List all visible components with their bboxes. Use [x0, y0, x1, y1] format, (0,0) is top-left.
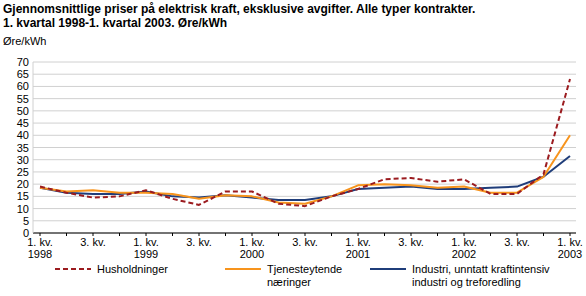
legend-label-line: Husholdninger	[97, 263, 168, 275]
grid-line	[33, 208, 576, 209]
y-tick-label: 55	[17, 93, 29, 105]
legend-swatch	[370, 268, 406, 270]
legend-label-line: industri og treforedling	[412, 276, 521, 288]
x-tick	[384, 233, 385, 236]
grid-line	[33, 86, 576, 87]
x-tick-label-line: 1. kv.	[345, 236, 370, 248]
x-tick	[225, 233, 226, 236]
x-tick-label-line: 1. kv.	[239, 236, 264, 248]
title: Gjennomsnittlige priser på elektrisk kra…	[3, 2, 475, 16]
grid-line	[33, 147, 576, 148]
y-tick-label: 35	[17, 142, 29, 154]
x-tick-label-line: 1999	[134, 248, 158, 260]
x-tick-label-line: 3. kv.	[80, 236, 105, 248]
x-tick	[278, 233, 279, 236]
legend-label-line: Tjenesteytende	[267, 263, 342, 275]
x-tick-label-line: 1. kv.	[133, 236, 158, 248]
x-tick-label: 3. kv.	[80, 236, 105, 248]
x-tick	[437, 233, 438, 236]
x-tick-label-line: 2003	[558, 248, 582, 260]
grid-line	[33, 123, 576, 124]
x-tick-label: 1. kv.2001	[345, 236, 370, 260]
x-tick-label: 1. kv.2003	[557, 236, 582, 260]
grid-line	[33, 74, 576, 75]
x-tick	[490, 233, 491, 236]
x-tick-label: 3. kv.	[398, 236, 423, 248]
x-tick-label-line: 2000	[240, 248, 264, 260]
y-tick-label: 10	[17, 203, 29, 215]
y-tick-label: 60	[17, 80, 29, 92]
x-tick-label-line: 3. kv.	[504, 236, 529, 248]
legend-label: Husholdninger	[97, 263, 168, 275]
x-tick-label-line: 3. kv.	[186, 236, 211, 248]
x-tick-label-line: 1998	[28, 248, 52, 260]
x-tick-label-line: 2001	[346, 248, 370, 260]
y-tick-label: 25	[17, 166, 29, 178]
x-tick-label: 3. kv.	[186, 236, 211, 248]
legend-label-line: Industri, unntatt kraftintensiv	[412, 263, 550, 275]
y-tick-label: 5	[23, 215, 29, 227]
y-axis-label: Øre/kWh	[3, 35, 46, 47]
x-tick	[543, 233, 544, 236]
y-tick-label: 30	[17, 154, 29, 166]
legend-label-line: næringer	[267, 276, 311, 288]
x-tick-label-line: 1. kv.	[557, 236, 582, 248]
legend-label: Tjenesteytendenæringer	[267, 263, 342, 288]
x-tick-label-line: 1. kv.	[27, 236, 52, 248]
y-tick-label: 45	[17, 117, 29, 129]
legend-label: Industri, unntatt kraftintensivindustri …	[412, 263, 550, 288]
x-tick-label: 1. kv.2002	[451, 236, 476, 260]
x-tick	[119, 233, 120, 236]
x-tick-label: 3. kv.	[504, 236, 529, 248]
x-tick-label-line: 3. kv.	[398, 236, 423, 248]
x-tick-label: 3. kv.	[292, 236, 317, 248]
legend-swatch	[225, 268, 261, 270]
subtitle: 1. kvartal 1998-1. kvartal 2003. Øre/kWh	[3, 16, 227, 30]
grid-line	[33, 159, 576, 160]
x-tick-label: 1. kv.1999	[133, 236, 158, 260]
y-tick-label: 50	[17, 105, 29, 117]
x-tick-label: 1. kv.2000	[239, 236, 264, 260]
y-tick-label: 20	[17, 178, 29, 190]
x-tick-label-line: 2002	[452, 248, 476, 260]
x-tick	[66, 233, 67, 236]
grid-line	[33, 171, 576, 172]
series-line	[40, 79, 570, 206]
x-tick	[172, 233, 173, 236]
y-axis	[33, 62, 34, 233]
grid-line	[33, 62, 576, 63]
y-tick-label: 15	[17, 190, 29, 202]
grid-line	[33, 135, 576, 136]
y-tick-label: 65	[17, 68, 29, 80]
x-tick-label-line: 3. kv.	[292, 236, 317, 248]
y-tick-label: 40	[17, 129, 29, 141]
legend-swatch	[55, 268, 91, 270]
chart: Gjennomsnittlige priser på elektrisk kra…	[0, 0, 586, 296]
plot-lines	[40, 79, 570, 206]
grid-line	[33, 110, 576, 111]
grid-line	[33, 184, 576, 185]
x-tick	[331, 233, 332, 236]
x-tick-label-line: 1. kv.	[451, 236, 476, 248]
grid-line	[33, 220, 576, 221]
y-tick-label: 70	[17, 56, 29, 68]
x-tick-label: 1. kv.1998	[27, 236, 52, 260]
grid-line	[33, 98, 576, 99]
